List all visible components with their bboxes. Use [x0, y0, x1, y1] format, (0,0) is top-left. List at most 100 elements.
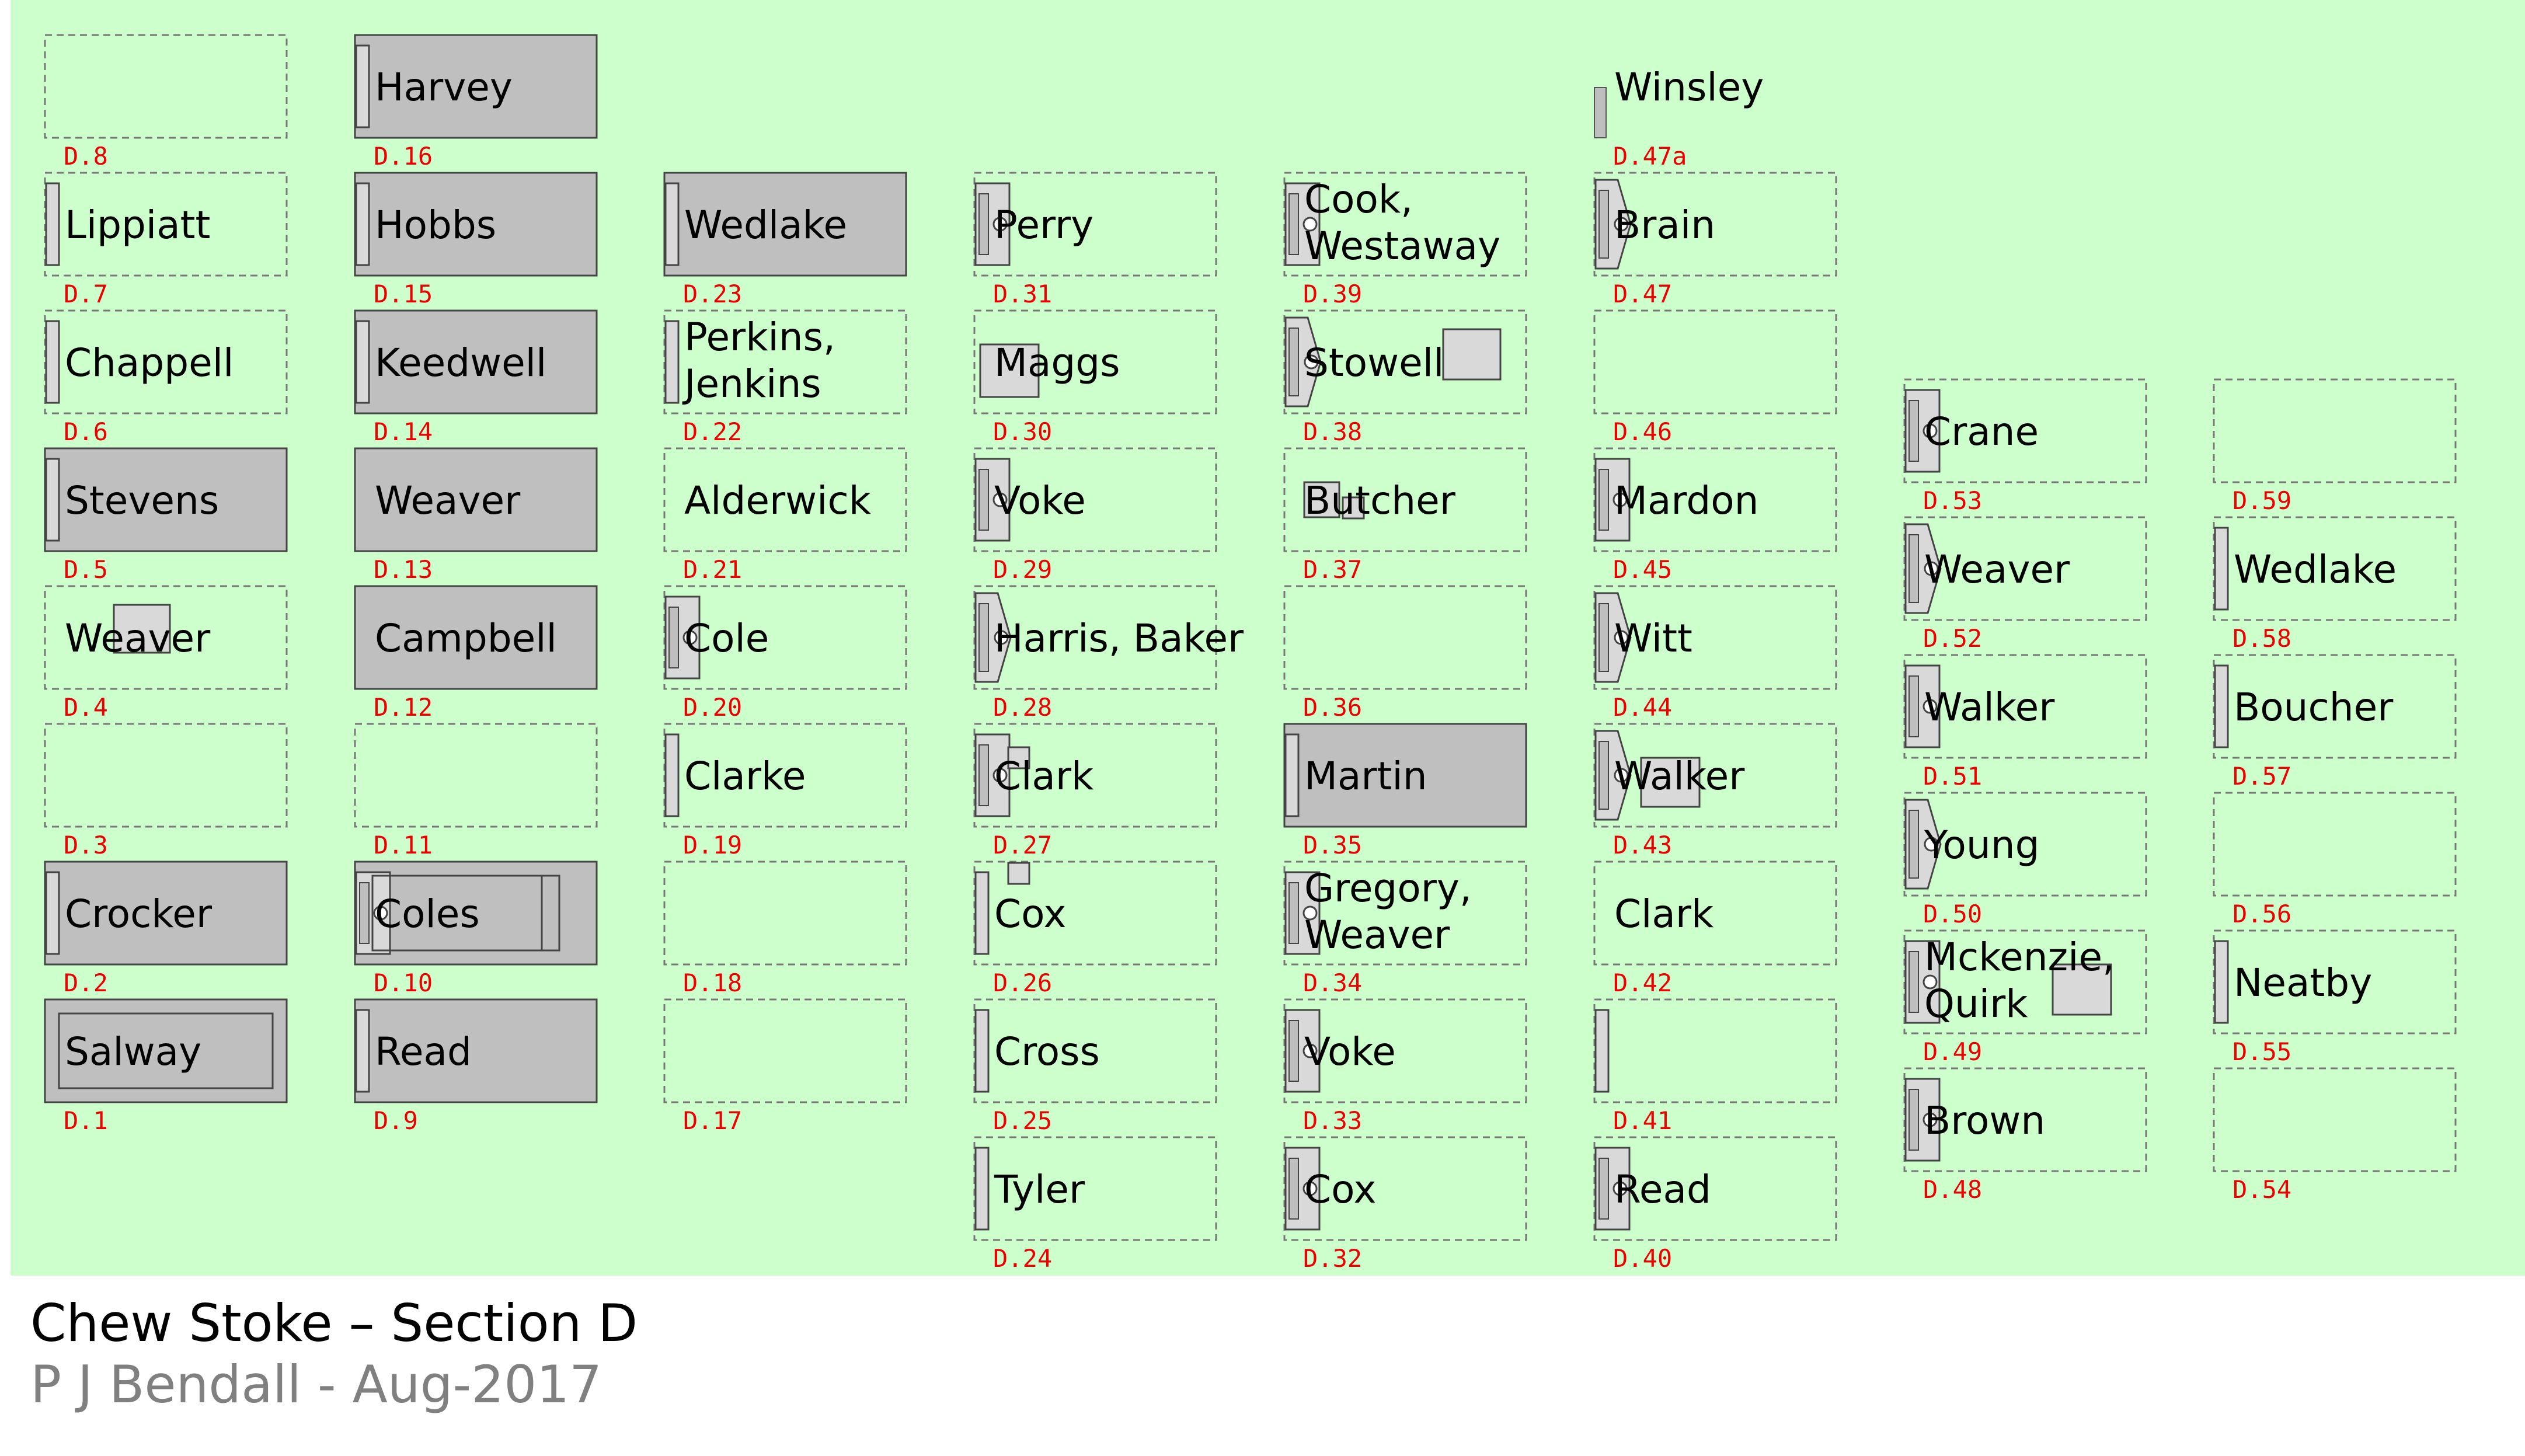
plot-d-26[interactable]: Cox D.26 — [973, 861, 1217, 997]
plot-d-29[interactable]: Voke D.29 — [973, 447, 1217, 584]
plot-boundary — [1283, 998, 1527, 1103]
plot-code-label: D.51 — [1923, 762, 1982, 790]
plot-d-9[interactable]: Read D.9 — [354, 998, 598, 1135]
plot-d-5[interactable]: Stevens D.5 — [44, 447, 288, 584]
plot-d-43[interactable]: Walker D.43 — [1593, 723, 1837, 859]
plot-code-label: D.34 — [1303, 969, 1362, 997]
plot-d-23[interactable]: Wedlake D.23 — [663, 172, 907, 308]
plot-boundary — [1903, 792, 2147, 897]
plot-d-41[interactable]: D.41 — [1593, 998, 1837, 1135]
plot-d-50[interactable]: Young D.50 — [1903, 792, 2147, 928]
plot-d-17[interactable]: D.17 — [663, 998, 907, 1135]
plot-d-16[interactable]: Harvey D.16 — [354, 34, 598, 170]
plot-boundary — [663, 585, 907, 690]
headstone-inner — [1288, 1158, 1299, 1220]
plot-d-45[interactable]: Mardon D.45 — [1593, 447, 1837, 584]
plot-boundary — [2213, 378, 2457, 483]
plot-d-57[interactable]: Boucher D.57 — [2213, 654, 2457, 790]
plot-d-14[interactable]: Keedwell D.14 — [354, 309, 598, 446]
plot-d-47a[interactable]: Winsley D.47a — [1594, 65, 1764, 170]
plot-code-label: D.11 — [374, 831, 433, 859]
plot-d-46[interactable]: D.46 — [1593, 309, 1837, 446]
plot-d-2[interactable]: Crocker D.2 — [44, 861, 288, 997]
plot-name: Cook, — [1304, 177, 1413, 222]
plot-d-11[interactable]: D.11 — [354, 723, 598, 859]
headstone — [664, 733, 680, 817]
plot-code-label: D.58 — [2233, 624, 2291, 653]
plot-d-39[interactable]: Cook,Westaway D.39 — [1283, 172, 1527, 308]
plot-d-40[interactable]: Read D.40 — [1593, 1136, 1837, 1273]
plots-layer: D.8LippiattD.7ChappellD.6StevensD.5Weave… — [44, 34, 2457, 1273]
plot-code-label: D.55 — [2233, 1037, 2291, 1066]
plot-d-25[interactable]: Cross D.25 — [973, 998, 1217, 1135]
plot-name: Maggs — [994, 340, 1120, 385]
plot-d-59[interactable]: D.59 — [2213, 378, 2457, 515]
plot-code-label: D.14 — [374, 417, 433, 446]
plot-boundary — [1593, 585, 1837, 690]
plot-d-20[interactable]: Cole D.20 — [663, 585, 907, 722]
plot-d-15[interactable]: Hobbs D.15 — [354, 172, 598, 308]
plot-code-label: D.48 — [1923, 1175, 1982, 1204]
plot-d-10[interactable]: Coles D.10 — [354, 861, 598, 997]
plot-boundary — [1283, 309, 1527, 414]
plot-d-35[interactable]: Martin D.35 — [1283, 723, 1527, 859]
plot-d-44[interactable]: Witt D.44 — [1593, 585, 1837, 722]
plot-d-42[interactable]: Clark D.42 — [1593, 861, 1837, 997]
plot-d-13[interactable]: Weaver D.13 — [354, 447, 598, 584]
plot-name: Lippiatt — [65, 203, 210, 248]
plot-d-53[interactable]: Crane D.53 — [1903, 378, 2147, 515]
plot-boundary — [973, 585, 1217, 690]
plot-d-49[interactable]: Mckenzie,Quirk D.49 — [1903, 929, 2147, 1066]
plot-d-34[interactable]: Gregory,Weaver D.34 — [1283, 861, 1527, 997]
headstone — [45, 871, 60, 955]
plot-d-56[interactable]: D.56 — [2213, 792, 2457, 928]
plot-d-3[interactable]: D.3 — [44, 723, 288, 859]
plot-d-58[interactable]: Wedlake D.58 — [2213, 516, 2457, 653]
plot-name: Walker — [1924, 685, 2055, 730]
plot-d-52[interactable]: Weaver D.52 — [1903, 516, 2147, 653]
plot-d-24[interactable]: Tyler D.24 — [973, 1136, 1217, 1273]
plot-d-51[interactable]: Walker D.51 — [1903, 654, 2147, 790]
urn-circle — [1302, 1181, 1318, 1196]
plot-boundary — [1593, 1136, 1837, 1241]
plot-code-label: D.49 — [1923, 1037, 1982, 1066]
plot-d-4[interactable]: Weaver D.4 — [44, 585, 288, 722]
plot-name: Cross — [994, 1029, 1100, 1074]
plot-d-38[interactable]: Stowell D.38 — [1283, 309, 1527, 446]
plot-d-28[interactable]: Harris, Baker D.28 — [973, 585, 1244, 722]
plot-code-label: D.15 — [374, 280, 433, 308]
plot-boundary — [2213, 792, 2457, 897]
plot-d-6[interactable]: Chappell D.6 — [44, 309, 288, 446]
plot-code-label: D.26 — [993, 969, 1052, 997]
plot-d-18[interactable]: D.18 — [663, 861, 907, 997]
plot-code-label: D.40 — [1613, 1244, 1672, 1273]
plot-d-32[interactable]: Cox D.32 — [1283, 1136, 1527, 1273]
plot-d-33[interactable]: Voke D.33 — [1283, 998, 1527, 1135]
plot-code-label: D.39 — [1303, 280, 1362, 308]
plot-d-12[interactable]: Campbell D.12 — [354, 585, 598, 722]
plot-d-30[interactable]: Maggs D.30 — [973, 309, 1217, 446]
plot-code-label: D.29 — [993, 555, 1052, 584]
plot-d-8[interactable]: D.8 — [44, 34, 288, 170]
diagram-title: Chew Stoke – Section D — [30, 1293, 638, 1353]
plot-name: Cox — [994, 891, 1067, 936]
plot-boundary — [1903, 378, 2147, 483]
plot-d-47[interactable]: Brain D.47 — [1593, 172, 1837, 308]
plot-d-55[interactable]: Neatby D.55 — [2213, 929, 2457, 1066]
plot-d-37[interactable]: Butcher D.37 — [1283, 447, 1527, 584]
plot-d-48[interactable]: Brown D.48 — [1903, 1067, 2147, 1204]
plot-d-22[interactable]: Perkins,Jenkins D.22 — [663, 309, 907, 446]
plot-d-19[interactable]: Clarke D.19 — [663, 723, 907, 859]
plot-d-1[interactable]: Salway D.1 — [44, 998, 288, 1135]
plot-code-label: D.4 — [64, 693, 108, 722]
plot-code-label: D.35 — [1303, 831, 1362, 859]
headstone — [2214, 527, 2229, 611]
plot-d-27[interactable]: Clark D.27 — [973, 723, 1217, 859]
plot-d-21[interactable]: Alderwick D.21 — [663, 447, 907, 584]
plot-d-7[interactable]: Lippiatt D.7 — [44, 172, 288, 308]
headstone — [45, 458, 60, 542]
plot-d-54[interactable]: D.54 — [2213, 1067, 2457, 1204]
plot-d-36[interactable]: D.36 — [1283, 585, 1527, 722]
headstone-inner — [1908, 400, 1919, 462]
plot-d-31[interactable]: Perry D.31 — [973, 172, 1217, 308]
